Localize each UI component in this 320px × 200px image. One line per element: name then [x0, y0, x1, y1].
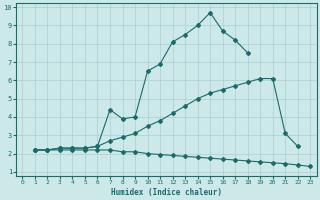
X-axis label: Humidex (Indice chaleur): Humidex (Indice chaleur)	[111, 188, 222, 197]
